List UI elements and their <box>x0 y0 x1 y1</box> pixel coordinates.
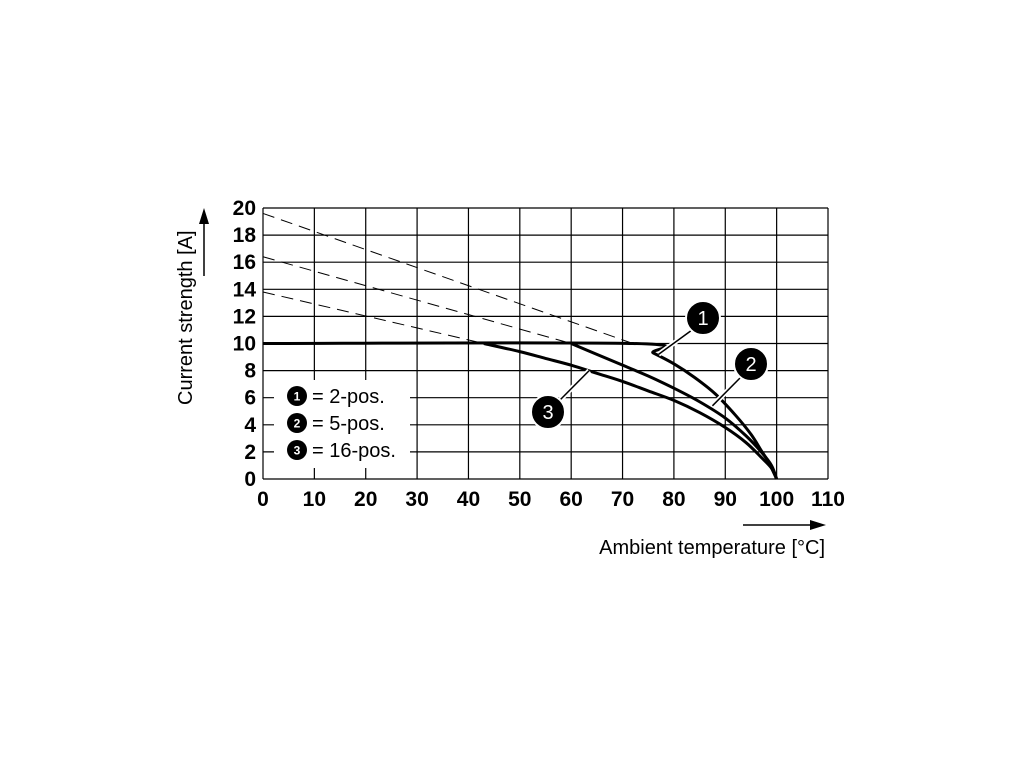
x-tick-label: 30 <box>405 488 428 511</box>
legend-label: = 2-pos. <box>312 386 385 408</box>
legend-marker-number: 3 <box>294 444 301 458</box>
callout-number: 3 <box>542 402 553 424</box>
curve-callouts: 1 2 3 <box>530 300 769 430</box>
y-tick-label: 20 <box>233 197 256 220</box>
callout-badge-2 <box>733 346 769 382</box>
x-tick-label: 40 <box>457 488 480 511</box>
x-tick-labels: 0 10 20 30 40 50 60 70 80 90 100 110 <box>257 488 845 511</box>
x-tick-label: 50 <box>508 488 531 511</box>
x-tick-label: 60 <box>560 488 583 511</box>
y-tick-label: 8 <box>244 360 256 383</box>
x-tick-label: 110 <box>811 488 845 511</box>
callout-number: 1 <box>697 308 708 330</box>
x-tick-label: 10 <box>303 488 326 511</box>
x-tick-label: 0 <box>257 488 269 511</box>
y-axis-arrow-head <box>199 208 209 224</box>
x-axis-title-group: Ambient temperature [°C] <box>599 520 826 559</box>
derating-curves <box>262 341 779 480</box>
series-3-curve <box>483 342 779 480</box>
legend-label: = 16-pos. <box>312 440 396 462</box>
series-2-curve <box>570 342 779 480</box>
y-tick-label: 0 <box>244 468 256 491</box>
y-tick-label: 18 <box>233 224 257 247</box>
y-tick-label: 2 <box>244 441 256 464</box>
callout-leader <box>559 370 590 401</box>
x-axis-title: Ambient temperature [°C] <box>599 537 825 559</box>
y-axis-title: Current strength [A] <box>175 230 197 405</box>
x-axis-arrow-head <box>810 520 826 530</box>
x-tick-label: 90 <box>714 488 737 511</box>
legend-marker-1 <box>287 386 307 406</box>
y-axis-title-group: Current strength [A] <box>175 208 209 405</box>
series-3-extrapolation <box>262 291 484 344</box>
series-1-extrapolation <box>262 212 633 344</box>
callout-badge-1 <box>685 300 721 336</box>
legend-marker-3 <box>287 440 307 460</box>
callout-badge-3 <box>530 394 566 430</box>
callout-number: 2 <box>745 354 756 376</box>
x-tick-label: 20 <box>354 488 377 511</box>
callout-leader <box>711 375 743 407</box>
y-tick-label: 10 <box>233 333 256 356</box>
y-tick-label: 6 <box>244 387 256 410</box>
y-tick-labels: 0 2 4 6 8 10 12 14 16 18 20 <box>233 197 257 491</box>
y-tick-label: 16 <box>233 251 256 274</box>
x-tick-label: 70 <box>611 488 634 511</box>
callout-leader <box>658 329 693 355</box>
legend-marker-2 <box>287 413 307 433</box>
x-tick-label: 80 <box>662 488 685 511</box>
y-tick-label: 4 <box>244 414 256 437</box>
extrapolation-lines <box>262 212 633 344</box>
y-tick-label: 12 <box>233 305 256 328</box>
legend-label: = 5-pos. <box>312 413 385 435</box>
series-2-extrapolation <box>262 256 572 344</box>
legend-marker-number: 1 <box>294 390 301 404</box>
legend-marker-number: 2 <box>294 417 301 431</box>
y-tick-label: 14 <box>233 278 257 301</box>
x-tick-label: 100 <box>759 488 794 511</box>
legend: 1 = 2-pos. 2 = 5-pos. 3 = 16-pos. <box>274 380 410 468</box>
